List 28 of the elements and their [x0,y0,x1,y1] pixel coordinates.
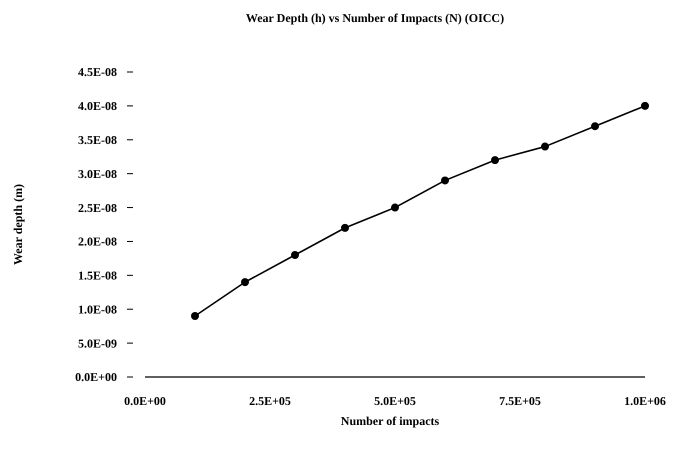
point [541,142,549,151]
point [441,176,449,184]
y-tick-label: 4.0E-08 [78,99,117,114]
point [191,312,199,320]
y-tick-label: 5.0E-09 [78,336,117,350]
y-tick-label: 1.0E-08 [78,302,117,316]
x-axis-title: Number of impacts [340,414,440,428]
x-tick-label: 5.0E+05 [374,394,416,408]
chart-title: Wear Depth (h) vs Number of Impacts (N) (OICC) [246,11,504,25]
x-tick-label: 2.5E+05 [249,394,291,408]
point [391,204,399,212]
point [291,251,299,259]
y-axis-title: Wear depth (m) [11,184,25,266]
point [591,122,599,130]
point [341,224,349,232]
y-tick-label: 2.0E-08 [78,234,117,249]
point [491,156,499,164]
y-tick-label: 3.5E-08 [78,132,117,147]
y-tick-label: 0.0E+00 [75,370,117,384]
y-tick-label: 1.5E-08 [78,268,117,283]
x-tick-label: 1.0E+06 [624,394,666,408]
x-tick-label: 7.5E+05 [499,394,541,408]
y-tick-label: 4.5E-08 [78,65,117,80]
point [241,278,249,286]
y-tick-label: 2.5E-08 [78,200,117,215]
y-tick-label: 3.0E-08 [78,166,117,181]
x-tick-label: 0.0E+00 [124,394,166,408]
point [641,102,649,110]
